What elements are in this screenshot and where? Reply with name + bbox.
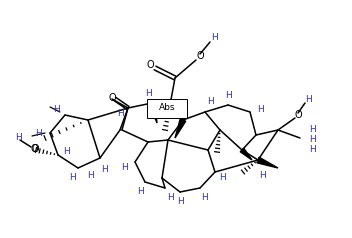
Polygon shape <box>257 157 278 168</box>
Polygon shape <box>240 148 252 160</box>
Text: H: H <box>207 98 213 106</box>
Text: H: H <box>54 105 61 114</box>
Text: O: O <box>196 51 204 61</box>
Text: H: H <box>166 193 174 203</box>
Text: H: H <box>257 105 263 114</box>
Text: O: O <box>30 144 38 154</box>
Text: H: H <box>304 94 312 104</box>
Text: O: O <box>31 144 39 154</box>
Text: H: H <box>15 134 21 143</box>
Text: H: H <box>137 188 143 197</box>
Text: O: O <box>108 93 116 103</box>
Text: H: H <box>309 135 315 144</box>
Text: Abs: Abs <box>159 104 175 113</box>
Text: H: H <box>177 198 183 207</box>
Text: H: H <box>87 172 93 180</box>
Text: H: H <box>178 105 186 114</box>
Text: H: H <box>309 145 315 154</box>
Text: H: H <box>225 90 231 99</box>
Text: H: H <box>117 109 123 118</box>
Text: H: H <box>220 173 226 182</box>
Text: O: O <box>294 110 302 120</box>
Text: H: H <box>122 163 128 172</box>
Polygon shape <box>175 119 186 138</box>
Text: H: H <box>260 170 266 179</box>
Text: H: H <box>146 89 152 98</box>
Text: O: O <box>146 60 154 70</box>
Text: H: H <box>63 147 69 155</box>
Text: H: H <box>202 193 208 203</box>
Polygon shape <box>149 102 157 123</box>
Text: H: H <box>34 129 42 138</box>
Text: H: H <box>210 34 218 43</box>
Text: H: H <box>309 125 315 134</box>
Text: H: H <box>70 174 76 183</box>
FancyBboxPatch shape <box>147 99 187 118</box>
Text: H: H <box>102 165 108 174</box>
